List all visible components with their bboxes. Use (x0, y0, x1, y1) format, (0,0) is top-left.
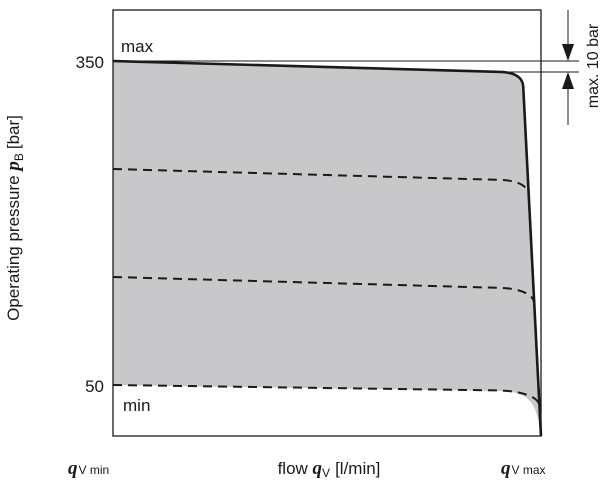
tolerance-marker: max. 10 bar (113, 10, 602, 125)
y-axis-subscript: B (12, 153, 26, 161)
x-tick-min-subscript: V min (79, 463, 110, 477)
x-axis-subscript: V (322, 466, 330, 480)
control-range-fill (113, 61, 541, 436)
x-axis-title-prefix: flow (278, 459, 309, 478)
x-tick-min-symbol: q (68, 458, 78, 479)
x-tick-qv-max: qV max (501, 458, 546, 479)
min-label: min (123, 396, 150, 415)
tolerance-arrow-down-icon (562, 44, 574, 61)
y-tick-350: 350 (76, 53, 104, 72)
y-axis-symbol: p (3, 161, 24, 173)
tolerance-arrow-up-icon (562, 72, 574, 89)
curve-dashed-3 (112, 384, 542, 437)
y-axis-unit: [bar] (4, 115, 23, 149)
curve-dashed-1 (112, 168, 542, 437)
x-axis-symbol: q (313, 458, 323, 479)
y-tick-50: 50 (85, 377, 104, 396)
curve-solid-0 (112, 59, 543, 437)
x-axis-unit: [l/min] (335, 459, 380, 478)
curve-dashed-2 (112, 276, 542, 437)
y-axis-title-prefix: Operating pressure (4, 175, 23, 321)
tolerance-label: max. 10 bar (585, 23, 602, 108)
max-label: max (121, 37, 154, 56)
plot-frame (112, 9, 542, 437)
x-tick-max-subscript: V max (512, 463, 546, 477)
x-axis-title: flow qV [l/min] (278, 458, 381, 480)
x-tick-qv-min: qV min (68, 458, 109, 479)
y-axis-title: Operating pressure pB [bar] (3, 115, 26, 321)
curves (112, 59, 543, 437)
x-tick-max-symbol: q (501, 458, 511, 479)
